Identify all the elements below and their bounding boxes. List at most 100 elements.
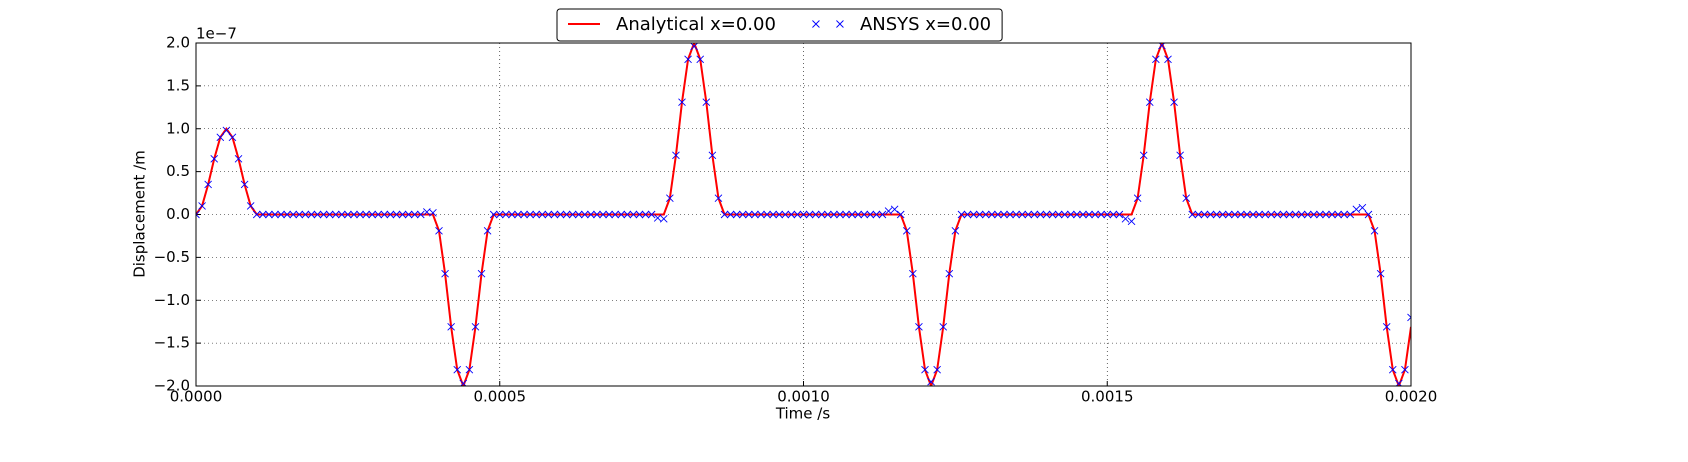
- x-marker: [1133, 194, 1142, 203]
- plot-area: [196, 43, 1411, 386]
- x-marker: [204, 180, 212, 189]
- x-marker: [811, 210, 820, 219]
- x-marker: [1267, 210, 1276, 219]
- y-tick-label: −1.0: [154, 291, 190, 309]
- x-marker: [1388, 365, 1397, 374]
- x-marker: [271, 210, 279, 219]
- x-marker: [951, 226, 960, 235]
- x-marker: [1352, 205, 1361, 214]
- x-marker: [520, 210, 528, 219]
- x-marker: [550, 210, 559, 219]
- y-tick-label: 0.0: [166, 205, 190, 223]
- x-marker: [502, 210, 510, 219]
- x-marker: [1048, 210, 1057, 219]
- x-marker: [1006, 210, 1014, 219]
- x-marker: [805, 210, 814, 219]
- x-marker: [295, 210, 304, 219]
- x-marker: [1024, 210, 1033, 219]
- x-marker: [526, 210, 534, 219]
- x-marker: [1145, 98, 1154, 106]
- x-marker: [884, 207, 893, 215]
- x-marker: [1291, 210, 1300, 219]
- x-marker: [605, 210, 613, 219]
- x-marker: [277, 210, 285, 219]
- x-marker: [872, 210, 881, 219]
- x-marker: [1127, 217, 1136, 226]
- x-marker: [319, 210, 328, 219]
- x-marker: [769, 210, 777, 219]
- x-marker: [587, 210, 595, 219]
- x-marker: [331, 210, 340, 219]
- x-marker: [763, 210, 771, 219]
- x-marker: [344, 210, 352, 219]
- x-marker: [416, 210, 425, 219]
- x-marker: [939, 323, 948, 331]
- x-marker: [435, 226, 443, 235]
- x-marker: [1012, 210, 1020, 219]
- x-marker: [325, 210, 334, 219]
- y-tick-label: −1.5: [154, 334, 190, 352]
- x-marker: [611, 210, 619, 219]
- x-marker: [860, 210, 869, 219]
- x-marker: [1164, 55, 1172, 64]
- x-marker: [1097, 210, 1105, 219]
- x-marker: [896, 210, 905, 219]
- x-marker: [909, 269, 917, 278]
- x-marker: [975, 210, 984, 219]
- x-marker: [1376, 269, 1385, 278]
- y-tick-label: −2.0: [154, 377, 190, 395]
- x-marker: [1358, 203, 1367, 212]
- x-marker: [337, 210, 346, 219]
- x-marker: [374, 210, 383, 219]
- x-marker: [854, 210, 862, 219]
- x-marker: [1182, 194, 1191, 203]
- x-marker: [957, 210, 966, 219]
- x-marker: [1206, 210, 1215, 219]
- x-marker: [1139, 151, 1148, 160]
- x-marker: [757, 210, 765, 219]
- x-marker: [726, 210, 735, 219]
- x-marker: [1079, 210, 1087, 219]
- x-marker: [593, 210, 601, 219]
- x-marker: [398, 210, 407, 219]
- x-marker: [696, 55, 705, 64]
- x-marker: [1218, 210, 1227, 219]
- x-marker: [1066, 210, 1075, 219]
- x-marker: [252, 210, 261, 219]
- x-marker: [246, 202, 255, 210]
- y-offset-label: 1e−7: [196, 25, 237, 43]
- x-marker: [714, 194, 723, 203]
- x-marker: [1285, 210, 1294, 219]
- x-marker: [216, 133, 225, 142]
- x-marker: [580, 210, 589, 219]
- x-tick-label: 0.0010: [777, 388, 830, 406]
- x-marker: [362, 210, 370, 219]
- x-marker: [410, 210, 419, 219]
- x-marker: [447, 323, 455, 331]
- x-marker: [1170, 98, 1178, 106]
- x-marker: [915, 323, 923, 331]
- x-tick-label: 0.0020: [1385, 388, 1438, 406]
- x-marker: [1176, 151, 1184, 160]
- x-marker: [1224, 210, 1233, 219]
- legend-box: [556, 8, 1003, 42]
- x-marker: [574, 210, 583, 219]
- x-marker: [1316, 210, 1324, 219]
- x-marker: [234, 154, 243, 163]
- x-marker: [1060, 210, 1069, 219]
- x-marker: [1054, 210, 1063, 219]
- x-marker: [1152, 55, 1160, 64]
- x-marker: [994, 210, 1002, 219]
- x-marker: [623, 210, 632, 219]
- x-marker: [817, 210, 826, 219]
- plot-frame: [195, 42, 1412, 387]
- x-marker: [799, 210, 808, 219]
- x-marker: [1249, 210, 1257, 219]
- x-marker: [1115, 210, 1124, 219]
- x-marker: [380, 210, 389, 219]
- x-marker: [678, 98, 686, 106]
- x-marker: [1401, 365, 1409, 374]
- x-marker: [1346, 210, 1355, 219]
- x-marker: [793, 210, 802, 219]
- legend-label: Analytical x=0.00: [616, 14, 776, 35]
